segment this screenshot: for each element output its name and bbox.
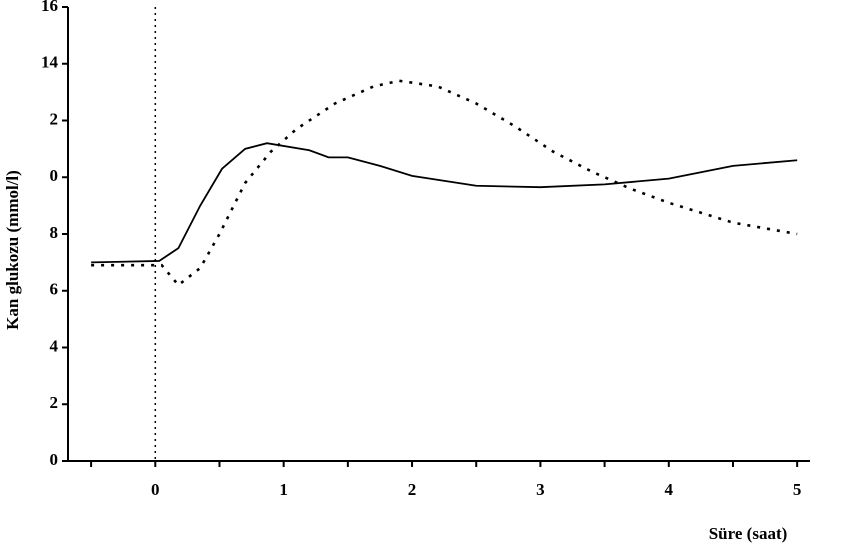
- y-axis-label: Kan glukozu (mmol/l): [3, 170, 22, 330]
- y-tick-label: 2: [50, 393, 59, 412]
- y-tick-label: 14: [41, 53, 59, 72]
- series-line: [91, 79, 798, 287]
- y-tick-label: 8: [50, 223, 59, 242]
- y-tick-label: 4: [50, 336, 59, 355]
- y-tick-label: 0: [50, 450, 59, 469]
- x-tick-label: 3: [536, 480, 545, 499]
- x-tick-label: 1: [279, 480, 288, 499]
- series-line: [91, 142, 798, 264]
- x-tick-label: 2: [408, 480, 417, 499]
- x-tick-label: 5: [793, 480, 802, 499]
- x-tick-label: 0: [151, 480, 160, 499]
- x-tick-label: 4: [665, 480, 674, 499]
- y-tick-label: 2: [50, 109, 59, 128]
- y-tick-label: 0: [50, 166, 59, 185]
- y-tick-label: 16: [41, 0, 58, 15]
- x-axis-label: Süre (saat): [709, 524, 788, 543]
- y-tick-label: 6: [50, 280, 59, 299]
